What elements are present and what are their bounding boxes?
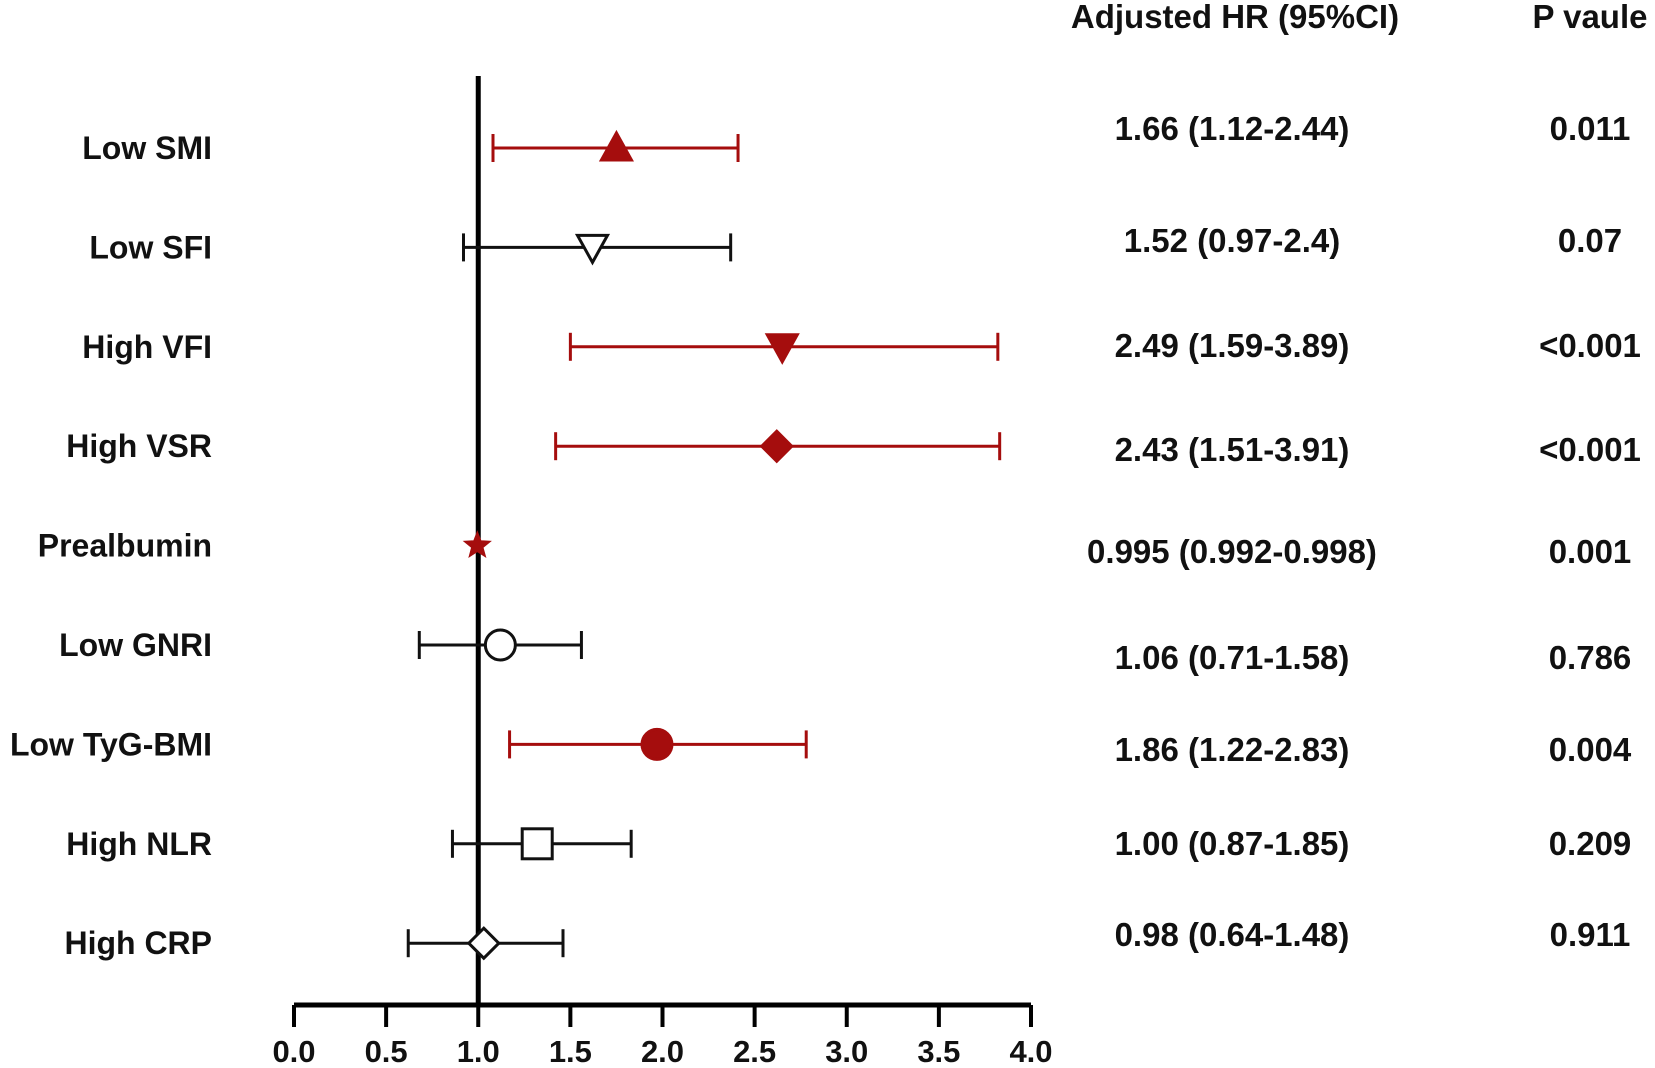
point-estimate-diamond-filled (759, 429, 794, 464)
p-value-text: 0.004 (1549, 731, 1632, 768)
hr-ci-text: 1.52 (0.97-2.4) (1124, 222, 1340, 259)
point-estimate-diamond-open (466, 926, 501, 961)
point-estimate-star-filled (462, 530, 492, 559)
x-tick-label: 0.5 (365, 1034, 408, 1068)
forest-row: Prealbumin 0.995 (0.992-0.998) 0.001 (38, 528, 1632, 570)
forest-row: Low TyG-BMI 1.86 (1.22-2.83) 0.004 (10, 726, 1632, 768)
hr-ci-text: 0.98 (0.64-1.48) (1115, 916, 1350, 953)
hr-ci-text: 1.06 (0.71-1.58) (1115, 639, 1350, 676)
p-value-text: 0.011 (1550, 110, 1631, 147)
point-estimate-triangle-down-open (574, 233, 611, 266)
row-label: High VSR (66, 428, 212, 464)
point-estimate-triangle-down-filled (764, 333, 800, 365)
row-label: Low GNRI (59, 627, 212, 663)
p-value-text: 0.209 (1549, 825, 1632, 862)
p-value-text: <0.001 (1539, 327, 1641, 364)
p-value-text: 0.07 (1558, 222, 1622, 259)
point-estimate-circle-filled (640, 727, 674, 761)
row-label: Low SFI (89, 229, 212, 265)
forest-row: High VSR 2.43 (1.51-3.91) <0.001 (66, 428, 1641, 468)
hr-ci-text: 1.00 (0.87-1.85) (1115, 825, 1350, 862)
point-estimate-circle-open (483, 628, 517, 662)
x-tick-label: 0.0 (272, 1034, 315, 1068)
p-value-text: 0.786 (1549, 639, 1632, 676)
row-label: High NLR (66, 826, 212, 862)
p-value-text: 0.001 (1549, 533, 1632, 570)
x-tick-label: 4.0 (1009, 1034, 1052, 1068)
row-label: High CRP (64, 925, 212, 961)
x-tick-label: 1.5 (549, 1034, 592, 1068)
x-tick-label: 1.0 (457, 1034, 500, 1068)
hr-ci-text: 1.66 (1.12-2.44) (1115, 110, 1350, 147)
x-tick-label: 2.0 (641, 1034, 684, 1068)
forest-row: High CRP 0.98 (0.64-1.48) 0.911 (64, 916, 1630, 961)
row-label: High VFI (82, 329, 212, 365)
plot-area: 0.0 0.5 1.0 1.5 2.0 2.5 3.0 3.5 4.0 Low SMI 1.66 (… (10, 76, 1641, 1068)
row-label: Prealbumin (38, 528, 212, 564)
x-tick-label: 2.5 (733, 1034, 776, 1068)
forest-row: High VFI 2.49 (1.59-3.89) <0.001 (82, 327, 1641, 365)
x-tick-label: 3.0 (825, 1034, 868, 1068)
forest-row: High NLR 1.00 (0.87-1.85) 0.209 (66, 825, 1631, 862)
p-value-text: 0.911 (1550, 916, 1631, 953)
hr-ci-text: 2.43 (1.51-3.91) (1115, 431, 1350, 468)
point-estimate-triangle-up-filled (598, 129, 634, 162)
header-hr: Adjusted HR (95%CI) (1071, 0, 1399, 35)
hr-ci-text: 2.49 (1.59-3.89) (1115, 327, 1350, 364)
x-tick-label: 3.5 (917, 1034, 960, 1068)
hr-ci-text: 1.86 (1.22-2.83) (1115, 731, 1350, 768)
p-value-text: <0.001 (1539, 431, 1641, 468)
header-p-value: P vaule (1533, 0, 1648, 35)
row-label: Low SMI (82, 130, 212, 166)
row-label: Low TyG-BMI (10, 726, 212, 762)
hr-ci-text: 0.995 (0.992-0.998) (1087, 533, 1377, 570)
forest-row: Low GNRI 1.06 (0.71-1.58) 0.786 (59, 627, 1631, 676)
forest-row: Low SMI 1.66 (1.12-2.44) 0.011 (82, 110, 1630, 166)
point-estimate-square-open (520, 827, 554, 861)
forest-row: Low SFI 1.52 (0.97-2.4) 0.07 (89, 222, 1622, 265)
